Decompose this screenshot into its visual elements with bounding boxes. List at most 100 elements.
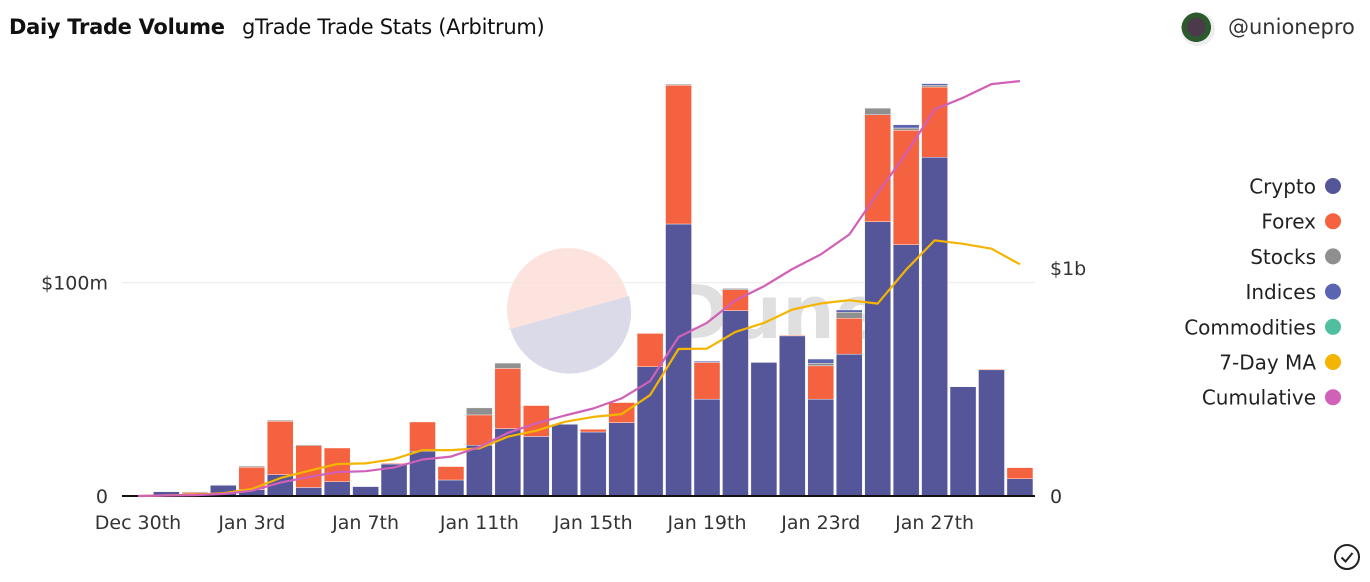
bar-stocks <box>864 107 891 115</box>
bar-forex <box>295 445 322 488</box>
bar-stocks <box>836 312 863 319</box>
bar-crypto <box>494 428 522 497</box>
bar-indices <box>836 309 863 313</box>
bar-forex <box>494 368 522 429</box>
bar-crypto <box>978 369 1005 497</box>
legend: Crypto Forex Stocks Indices Commodities 7-Day… <box>1184 175 1341 410</box>
bar-stack <box>636 333 664 497</box>
legend-item-indices[interactable]: Indices <box>1245 280 1341 304</box>
legend-item-cumulative[interactable]: Cumulative <box>1202 386 1341 410</box>
bar-forex <box>636 333 664 367</box>
bar-stack <box>551 424 578 497</box>
bar-forex <box>693 362 721 400</box>
watermark-logo-shade <box>507 296 632 374</box>
bar-stocks <box>892 127 920 131</box>
bar-forex <box>836 318 863 355</box>
bar-forex <box>267 421 294 475</box>
bar-indices <box>807 358 834 364</box>
bar-stack <box>750 362 778 497</box>
bar-indices <box>892 124 920 129</box>
bar-forex <box>665 85 692 225</box>
bar-crypto <box>608 422 635 497</box>
line-cumulative <box>137 80 1021 498</box>
bar-forex <box>892 130 920 245</box>
bar-stack <box>722 288 749 497</box>
bar-crypto <box>523 436 550 497</box>
bar-stack <box>437 466 465 497</box>
bar-crypto <box>807 398 834 497</box>
bar-crypto <box>580 431 607 497</box>
bar-crypto <box>323 481 351 497</box>
x-tick-label: Jan 19th <box>667 512 747 534</box>
bar-crypto <box>295 487 322 497</box>
legend-dot-icon <box>1325 178 1341 194</box>
y-tick-label: 0 <box>96 486 108 508</box>
bar-stack <box>295 444 322 497</box>
legend-label: Indices <box>1245 280 1316 304</box>
bar-stack <box>608 402 635 497</box>
bar-stack <box>864 107 891 497</box>
bar-crypto <box>693 398 721 497</box>
bar-stocks <box>921 85 948 88</box>
bar-stocks <box>665 84 692 86</box>
y2-tick-label: 0 <box>1050 486 1062 508</box>
legend-label: Crypto <box>1249 175 1316 199</box>
y-tick-label: $100m <box>41 273 108 295</box>
dashboard-title[interactable]: gTrade Trade Stats (Arbitrum) <box>242 15 545 39</box>
legend-item-stocks[interactable]: Stocks <box>1250 245 1341 269</box>
bar-stack <box>580 429 607 497</box>
bar-stack <box>523 405 550 497</box>
dune-watermark: Dune <box>507 248 885 374</box>
bar-crypto <box>949 386 977 497</box>
bar-stocks <box>807 363 834 367</box>
bar-stocks <box>466 407 493 416</box>
bar-stack <box>921 83 948 497</box>
legend-item-7-day-ma[interactable]: 7-Day MA <box>1219 351 1341 375</box>
x-tick-label: Jan 27th <box>894 512 974 534</box>
legend-item-commodities[interactable]: Commodities <box>1184 315 1341 339</box>
bar-stack <box>1006 467 1034 497</box>
legend-item-crypto[interactable]: Crypto <box>1249 175 1341 199</box>
bar-forex <box>978 368 1005 371</box>
bar-stocks <box>267 420 294 422</box>
bar-crypto <box>352 486 379 497</box>
bar-stack <box>267 420 294 497</box>
legend-label: Cumulative <box>1202 386 1316 410</box>
bar-crypto <box>722 310 749 497</box>
legend-label: 7-Day MA <box>1219 351 1316 375</box>
user-avatar-icon[interactable] <box>1181 12 1215 46</box>
chart-title: Daiy Trade Volume <box>9 15 225 39</box>
bar-crypto <box>551 424 578 497</box>
x-tick-label: Jan 7th <box>331 512 399 534</box>
bar-forex <box>437 466 465 481</box>
legend-item-forex[interactable]: Forex <box>1261 210 1341 234</box>
bar-forex <box>580 429 607 433</box>
bar-stack <box>892 124 920 497</box>
bar-crypto <box>779 335 806 497</box>
bar-forex <box>779 334 806 337</box>
bar-crypto <box>665 223 692 497</box>
bar-crypto <box>466 445 493 497</box>
legend-label: Commodities <box>1184 315 1316 339</box>
user-handle[interactable]: @unionepro <box>1228 15 1355 39</box>
bar-indices <box>693 360 721 363</box>
bar-forex <box>608 402 635 423</box>
bar-stocks <box>722 288 749 290</box>
bar-indices <box>921 83 948 86</box>
legend-dot-icon <box>1325 318 1341 335</box>
bar-stack <box>978 368 1005 497</box>
bar-stocks <box>238 465 266 468</box>
bar-forex <box>409 421 436 452</box>
bar-stack <box>352 486 379 497</box>
x-tick-label: Jan 3rd <box>217 512 285 534</box>
bar-stack <box>665 84 692 497</box>
bar-forex <box>466 414 493 446</box>
bar-forex <box>807 365 834 400</box>
y2-tick-label: $1b <box>1050 258 1086 280</box>
legend-dot-icon <box>1325 283 1341 300</box>
legend-label: Forex <box>1261 210 1316 234</box>
check-circle-icon[interactable] <box>1333 543 1361 571</box>
bar-stocks <box>295 444 322 446</box>
bar-stocks <box>494 362 522 369</box>
